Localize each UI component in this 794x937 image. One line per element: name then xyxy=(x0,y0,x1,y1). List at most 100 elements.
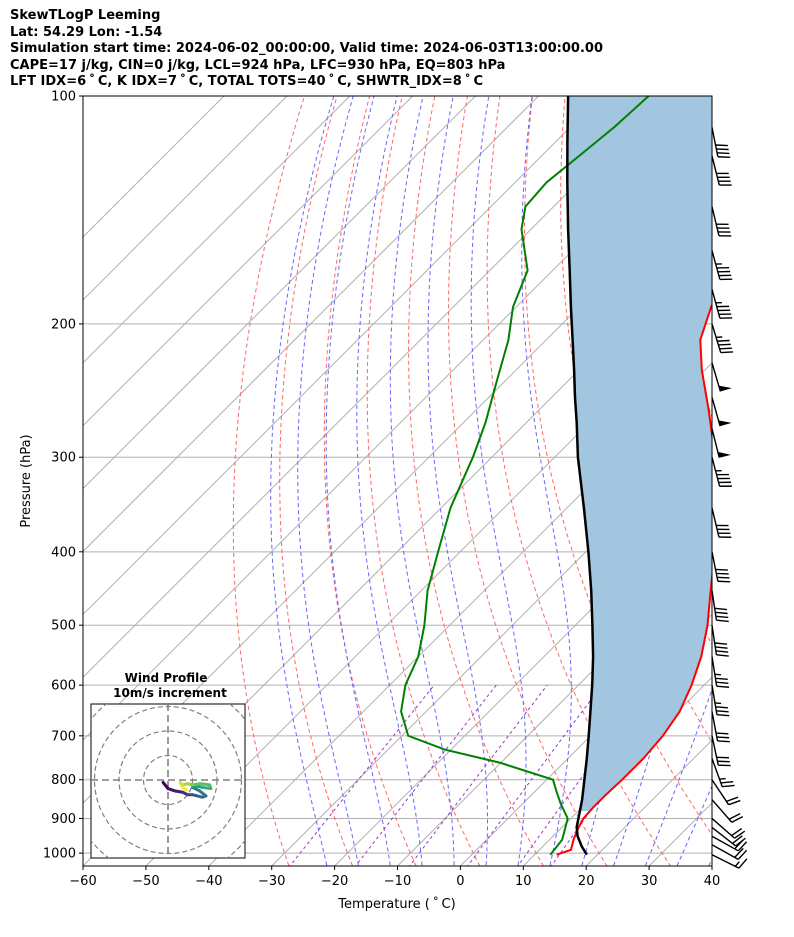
wind-barb xyxy=(711,250,733,281)
wind-barb xyxy=(711,507,732,538)
wind-barb xyxy=(711,323,734,354)
isotherm-line xyxy=(145,299,712,866)
isotherm-line xyxy=(334,487,712,866)
barb-feather xyxy=(715,144,728,147)
hodograph-title: Wind Profile xyxy=(125,671,208,685)
dry-adiabat xyxy=(759,79,794,872)
barb-feather xyxy=(720,351,734,354)
mixing-ratio-line xyxy=(354,684,497,866)
isotherm-line xyxy=(83,96,539,553)
wind-barb xyxy=(711,685,730,717)
barb-feather xyxy=(716,572,729,575)
y-tick-label: 300 xyxy=(51,451,76,466)
location-line: Lat: 54.29 Lon: -1.54 xyxy=(10,24,163,40)
barb-feather xyxy=(715,681,729,685)
x-axis-ticks: −60 −50 −40 −30 −20 −10 0 10 20 30 40 xyxy=(69,866,720,889)
barb-feather xyxy=(737,841,748,852)
mixing-ratio-line xyxy=(289,684,435,866)
barb-feather xyxy=(715,706,729,709)
profile-lines xyxy=(400,96,712,856)
barb-shaft xyxy=(711,854,740,869)
wind-barb xyxy=(711,779,741,806)
barb-feather xyxy=(737,849,748,860)
barb-feather xyxy=(716,732,729,735)
dry-adiabat xyxy=(323,96,417,866)
barb-shaft xyxy=(711,656,718,687)
barb-half-feather xyxy=(734,861,740,867)
y-tick-label: 800 xyxy=(51,773,76,788)
y-tick-label: 600 xyxy=(51,679,76,694)
barb-feather xyxy=(716,714,730,717)
wind-barb xyxy=(711,854,748,869)
wind-barb xyxy=(711,625,729,657)
barb-feather xyxy=(716,148,729,151)
barb-feather xyxy=(714,607,728,611)
cape-region xyxy=(567,96,712,812)
barb-flag xyxy=(717,451,731,458)
isotherm-line xyxy=(83,96,476,490)
dry-adiabat xyxy=(279,96,354,866)
wind-barb xyxy=(711,397,732,427)
moist-adiabat xyxy=(613,96,693,866)
y-tick-label: 700 xyxy=(51,729,76,744)
barb-shaft xyxy=(711,735,719,766)
wind-barb xyxy=(711,155,732,186)
wind-barbs xyxy=(711,127,748,869)
barb-shaft xyxy=(711,206,720,236)
x-tick-label: −40 xyxy=(195,874,222,889)
dry-adiabat xyxy=(232,96,306,866)
dry-adiabat xyxy=(486,96,672,866)
wind-barb xyxy=(711,289,733,319)
barb-shaft xyxy=(711,590,718,621)
wind-barb xyxy=(711,127,731,159)
barb-shaft xyxy=(711,155,720,186)
barb-shaft xyxy=(711,323,722,353)
hodograph-segment xyxy=(198,782,212,787)
barb-feather xyxy=(731,827,743,837)
y-tick-label: 400 xyxy=(51,545,76,560)
moist-adiabats xyxy=(270,96,712,866)
isotherm-line xyxy=(83,96,351,364)
x-tick-label: −10 xyxy=(384,874,411,889)
barb-shaft xyxy=(711,507,720,538)
barb-feather xyxy=(731,815,744,823)
x-tick-label: 40 xyxy=(704,874,721,889)
wind-barb xyxy=(711,835,748,852)
wind-barb xyxy=(711,362,732,392)
wind-barb xyxy=(711,590,729,623)
wind-barb xyxy=(711,428,731,458)
moist-adiabat xyxy=(644,687,712,866)
barb-feather xyxy=(738,858,748,869)
barb-shaft xyxy=(711,289,721,319)
barb-feather xyxy=(734,847,744,858)
x-tick-label: −50 xyxy=(132,874,159,889)
barb-half-feather xyxy=(719,777,726,780)
wind-barb xyxy=(711,799,744,823)
wind-barb xyxy=(711,844,748,860)
barb-shaft xyxy=(711,711,719,742)
barb-feather xyxy=(715,568,728,571)
barb-shaft xyxy=(711,551,719,582)
y-tick-label: 1000 xyxy=(43,847,76,862)
wind-barb xyxy=(711,206,732,237)
indices-line: LFT IDX=6 ˚ C, K IDX=7 ˚ C, TOTAL TOTS=4… xyxy=(10,74,483,89)
wind-barb xyxy=(711,711,730,743)
barb-feather xyxy=(717,740,730,743)
y-tick-label: 500 xyxy=(51,619,76,634)
hodograph-subtitle: 10m/s increment xyxy=(113,686,227,700)
barb-feather xyxy=(718,343,731,346)
y-axis-label: Pressure (hPa) xyxy=(19,434,34,527)
barb-flag xyxy=(718,385,732,392)
barb-feather xyxy=(717,580,731,583)
barb-shaft xyxy=(711,685,718,715)
dry-adiabat xyxy=(448,96,608,866)
barb-feather xyxy=(717,152,730,155)
mixing-ratio-line xyxy=(408,684,548,866)
barb-shaft xyxy=(711,127,719,157)
dry-adiabat xyxy=(727,79,794,872)
moist-adiabat xyxy=(427,96,488,866)
moist-adiabat xyxy=(470,96,527,866)
isotherm-line xyxy=(83,96,225,238)
barb-feather xyxy=(732,835,743,844)
